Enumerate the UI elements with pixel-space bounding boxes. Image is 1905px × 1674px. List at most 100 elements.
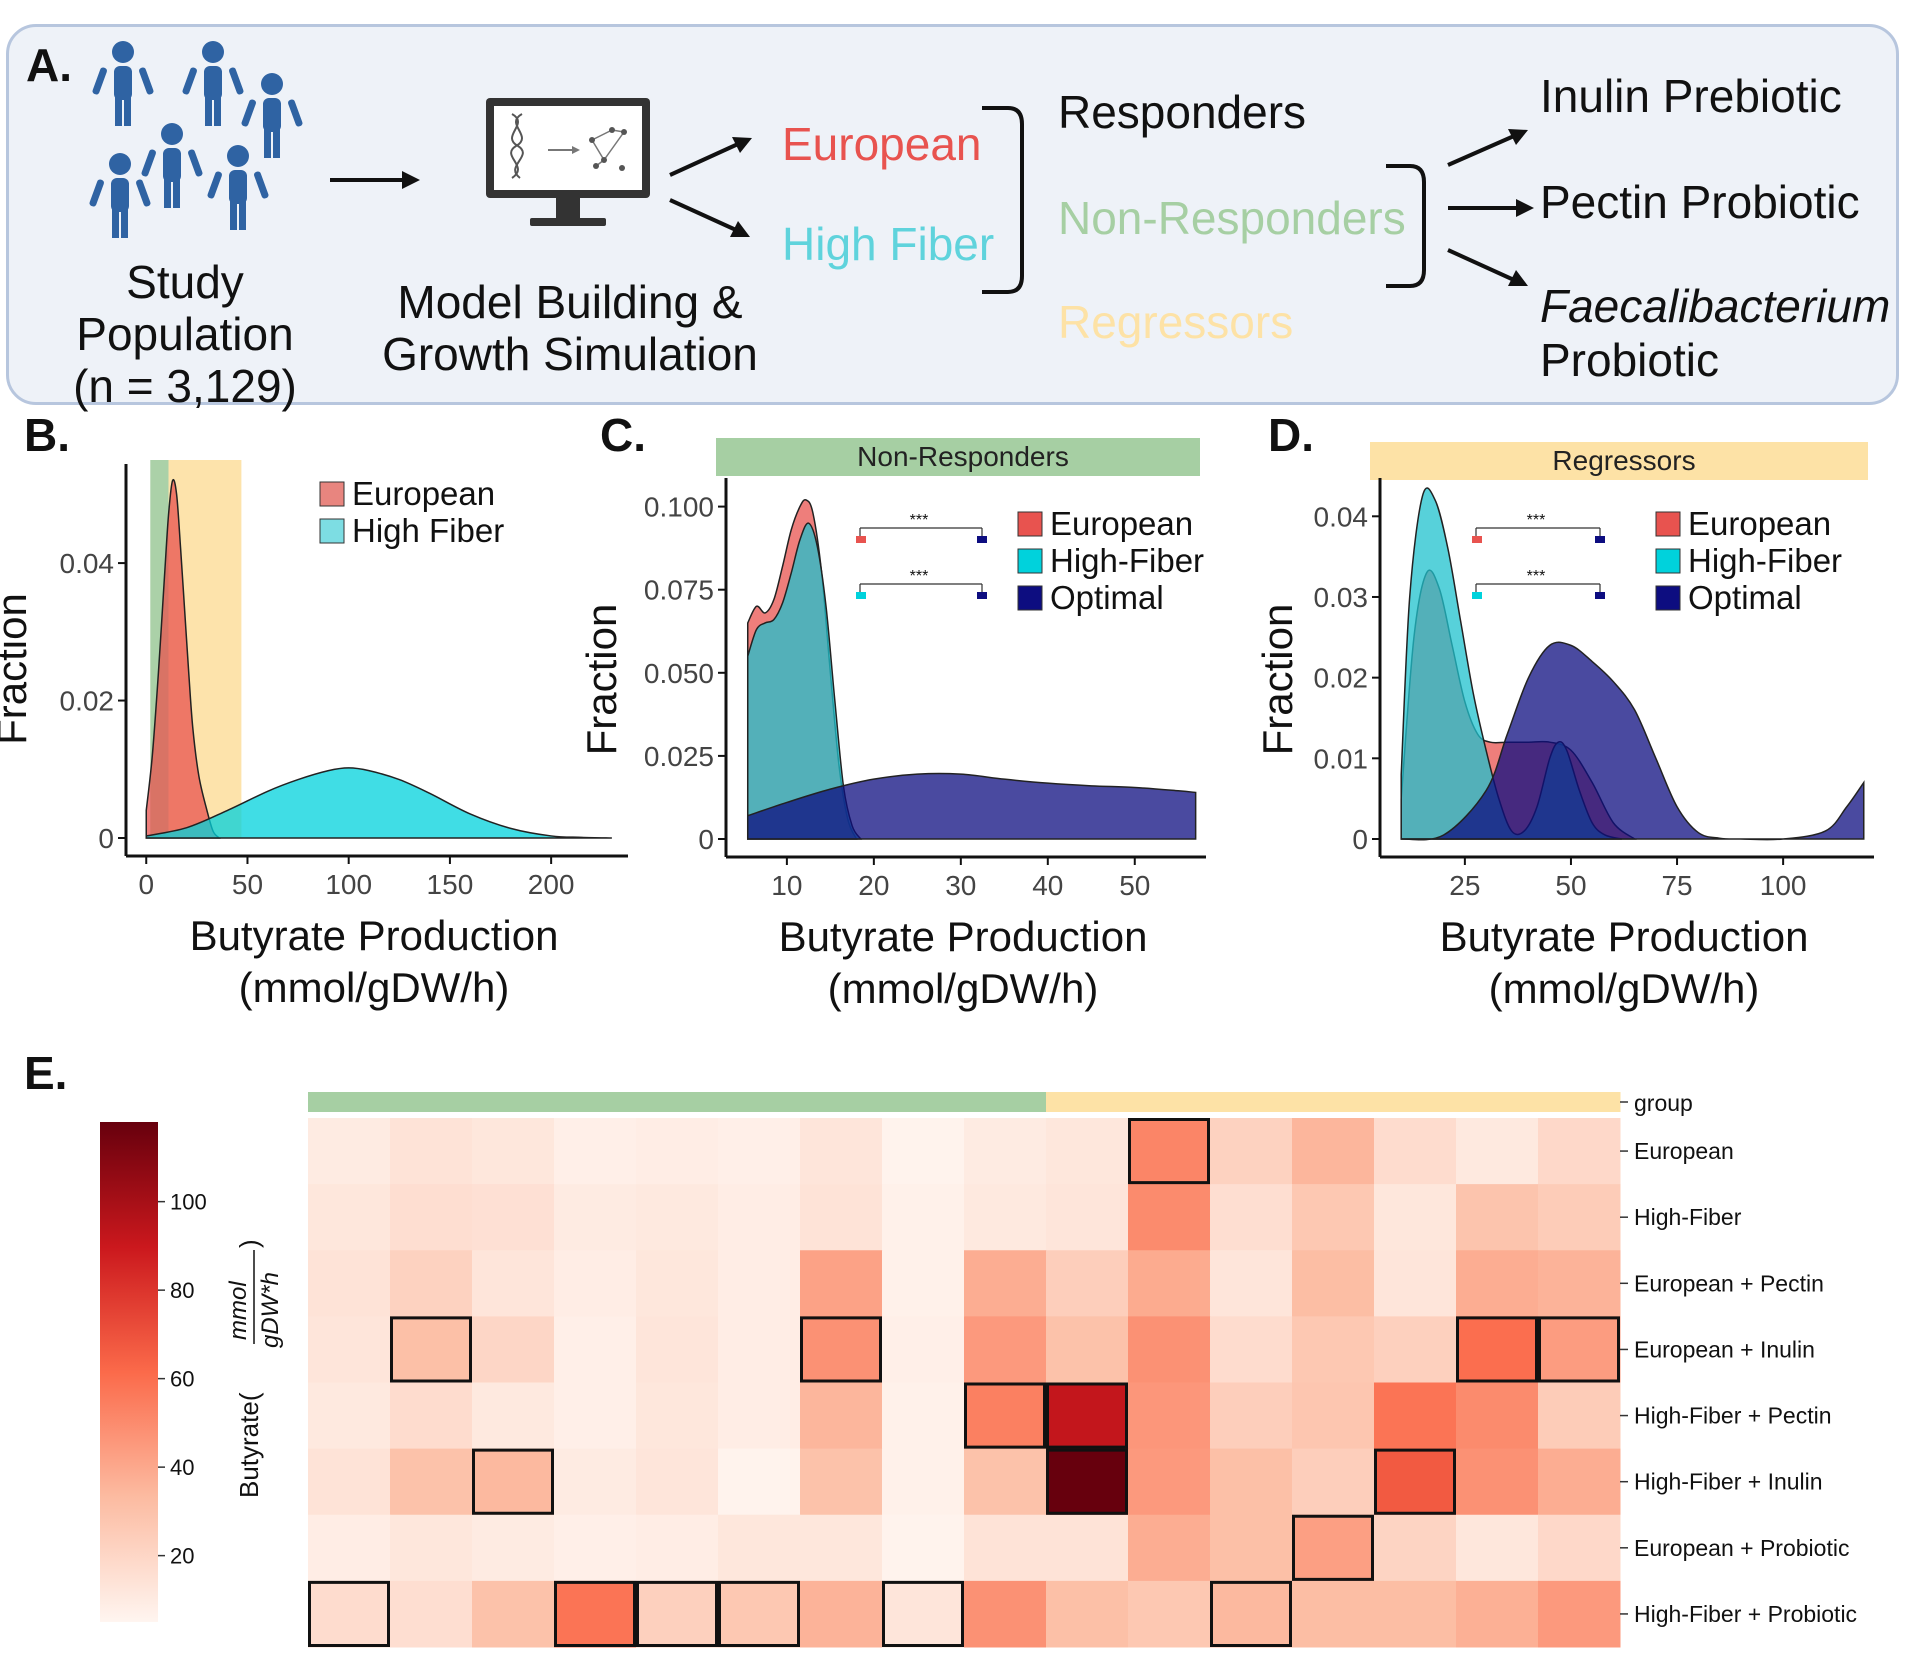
colorbar-label-close: ) xyxy=(234,1239,264,1248)
x-tick-label: 100 xyxy=(325,869,372,900)
group-bar-cell xyxy=(800,1092,883,1112)
heatmap-cell xyxy=(1292,1184,1375,1251)
sig-marker xyxy=(977,592,987,599)
heatmap-cell xyxy=(964,1448,1047,1516)
heatmap-cell xyxy=(718,1118,801,1185)
heatmap-cell xyxy=(308,1382,391,1450)
group-bar-cell xyxy=(1292,1092,1375,1112)
heatmap-cell xyxy=(1456,1250,1539,1317)
heatmap-cell xyxy=(390,1250,473,1317)
x-tick-label: 50 xyxy=(1119,870,1150,901)
heatmap-cell xyxy=(472,1184,555,1251)
heatmap-cell xyxy=(1046,1316,1129,1383)
heatmap-cell xyxy=(964,1184,1047,1251)
heatmap-cell xyxy=(1128,1184,1211,1251)
panel-a-graphics xyxy=(89,41,1534,294)
heatmap-cell xyxy=(636,1184,719,1251)
y-tick-label: 0.03 xyxy=(1314,582,1369,613)
heatmap-cell xyxy=(1292,1118,1375,1185)
heatmap-cell xyxy=(636,1316,719,1383)
highlight-box xyxy=(390,1316,472,1383)
heatmap-cell xyxy=(1210,1448,1293,1516)
heatmap-cell xyxy=(800,1448,883,1516)
heatmap-cell xyxy=(1210,1580,1293,1648)
heatmap-cell xyxy=(472,1580,555,1648)
y-tick-label: 0.02 xyxy=(1314,663,1369,694)
sig-marker xyxy=(1595,592,1605,599)
group-label: group xyxy=(1634,1090,1693,1116)
heatmap-cell xyxy=(1538,1514,1621,1582)
heatmap-cell xyxy=(1456,1448,1539,1516)
colorbar xyxy=(100,1122,158,1622)
y-tick-label: 0.075 xyxy=(644,575,714,606)
heatmap-cell xyxy=(1538,1580,1621,1648)
heatmap-cell xyxy=(1292,1514,1375,1582)
highlight-box xyxy=(882,1580,964,1647)
group-bar-cell xyxy=(1210,1092,1293,1112)
heatmap-cell xyxy=(1128,1448,1211,1516)
heatmap-cell xyxy=(636,1514,719,1582)
heatmap-cell xyxy=(636,1448,719,1516)
heatmap-cell xyxy=(1292,1382,1375,1450)
heatmap-cell xyxy=(1128,1580,1211,1648)
treatment-faecalibacterium: Faecalibacterium xyxy=(1540,280,1891,332)
row-label: High-Fiber + Inulin xyxy=(1634,1469,1823,1495)
chart-title-band xyxy=(716,438,1200,476)
heatmap-cell xyxy=(636,1118,719,1185)
heatmap-cell xyxy=(1046,1184,1129,1251)
panel-d-label: D. xyxy=(1268,409,1314,461)
heatmap-cell xyxy=(1210,1316,1293,1383)
heatmap-cell xyxy=(1128,1250,1211,1317)
model-label: Model Building & Growth Simulation xyxy=(382,276,758,380)
heatmap-cell xyxy=(718,1382,801,1450)
legend-label: Optimal xyxy=(1688,579,1802,616)
heatmap-cell xyxy=(1538,1382,1621,1450)
x-tick-label: 200 xyxy=(528,869,575,900)
dna-icon xyxy=(510,113,524,179)
heatmap-cell xyxy=(472,1118,555,1185)
colorbar-tick-label: 40 xyxy=(170,1455,194,1480)
heatmap-cell xyxy=(718,1448,801,1516)
y-tick-label: 0.100 xyxy=(644,492,714,523)
heatmap-cell xyxy=(1456,1382,1539,1450)
heatmap-cell xyxy=(1046,1580,1129,1648)
heatmap-cell xyxy=(1374,1184,1457,1251)
heatmap-cell xyxy=(1538,1250,1621,1317)
arrow-icon xyxy=(330,171,420,189)
heatmap-cell xyxy=(1456,1316,1539,1383)
y-tick-label: 0 xyxy=(98,823,114,854)
heatmap-cell xyxy=(308,1118,391,1185)
heatmap-cell xyxy=(1046,1118,1129,1185)
highlight-box xyxy=(472,1448,554,1515)
heatmap-cell xyxy=(1292,1316,1375,1383)
highlight-box xyxy=(1292,1514,1374,1581)
heatmap-cell xyxy=(964,1580,1047,1648)
person-icon xyxy=(141,123,203,208)
non-responders-label: Non-Responders xyxy=(1058,192,1406,244)
y-tick-label: 0.04 xyxy=(1314,501,1369,532)
heatmap-cell xyxy=(964,1316,1047,1383)
x-tick-label: 75 xyxy=(1661,870,1692,901)
heatmap-cell xyxy=(718,1580,801,1648)
heatmap-cell xyxy=(882,1382,965,1450)
heatmap-cell xyxy=(1046,1250,1129,1317)
heatmap-cell xyxy=(800,1250,883,1317)
sig-marker xyxy=(1472,592,1482,599)
legend-label: European xyxy=(1050,505,1193,542)
heatmap-cell xyxy=(718,1316,801,1383)
panel-b-label: B. xyxy=(24,409,70,461)
y-axis-label: Fraction xyxy=(0,593,35,745)
heatmap-cell xyxy=(800,1316,883,1383)
x-tick-label: 30 xyxy=(945,870,976,901)
legend-label: High Fiber xyxy=(352,512,504,549)
bracket-responses xyxy=(1386,164,1426,288)
panel-a-label: A. xyxy=(26,39,72,91)
arrow-icon xyxy=(1447,248,1528,286)
legend-swatch xyxy=(319,518,345,544)
highlight-box xyxy=(1374,1448,1456,1515)
colorbar-tick-label: 60 xyxy=(170,1367,194,1392)
colorbar-tick-label: 100 xyxy=(170,1190,207,1215)
colorbar-tick-label: 80 xyxy=(170,1278,194,1303)
group-bar-cell xyxy=(1374,1092,1457,1112)
y-tick-label: 0 xyxy=(1352,824,1368,855)
